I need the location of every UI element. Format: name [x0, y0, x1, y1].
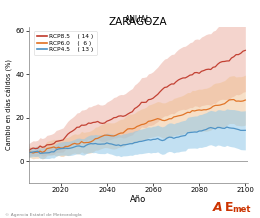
Text: © Agencia Estatal de Meteorología: © Agencia Estatal de Meteorología — [5, 213, 82, 217]
Legend: RCP8.5    ( 14 ), RCP6.0    (  6 ), RCP4.5    ( 13 ): RCP8.5 ( 14 ), RCP6.0 ( 6 ), RCP4.5 ( 13… — [34, 31, 96, 55]
Y-axis label: Cambio en días cálidos (%): Cambio en días cálidos (%) — [5, 59, 12, 150]
Title: ZARAGOZA: ZARAGOZA — [109, 17, 167, 27]
Text: met: met — [233, 205, 251, 214]
Text: ANUAL: ANUAL — [125, 15, 151, 24]
X-axis label: Año: Año — [130, 195, 146, 204]
Text: A: A — [213, 201, 223, 214]
Text: E: E — [225, 201, 233, 214]
